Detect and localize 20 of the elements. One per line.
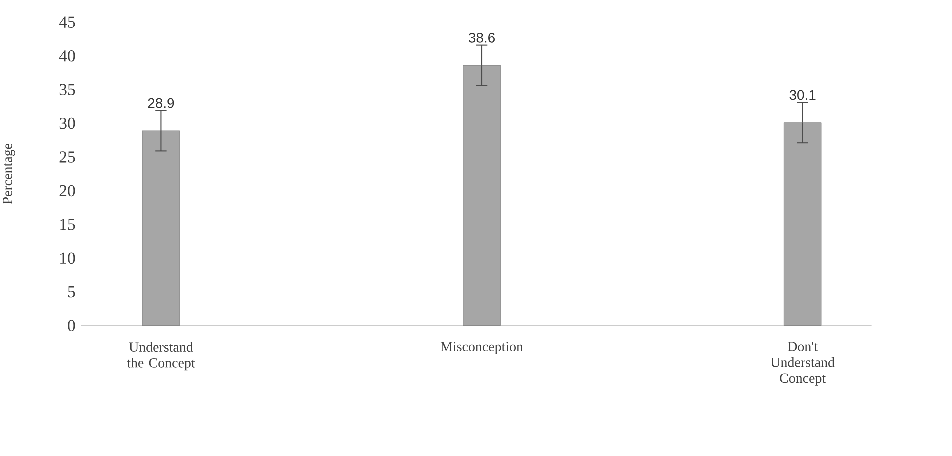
- bar: [784, 122, 822, 326]
- y-tick-label: 40: [59, 50, 76, 62]
- y-tick-label: 35: [60, 84, 76, 96]
- x-tick-label: Don't Understand Concept: [770, 342, 835, 386]
- y-tick-label: 30: [60, 118, 76, 130]
- y-tick-label: 20: [60, 186, 76, 197]
- y-tick-label: 10: [60, 252, 76, 264]
- y-tick-label: 5: [68, 286, 76, 298]
- y-axis-title: Percentage: [3, 144, 16, 204]
- y-tick-label: 0: [68, 320, 76, 332]
- bar: [463, 66, 501, 326]
- data-label: 30.1: [790, 90, 816, 100]
- data-label: 28.9: [148, 98, 174, 108]
- bar: [142, 130, 180, 326]
- x-tick-label: Understand the Concept: [127, 342, 196, 371]
- data-label: 38.6: [468, 33, 495, 44]
- x-tick-label: Misconception: [440, 342, 524, 355]
- y-tick-label: 25: [60, 152, 76, 164]
- y-tick-label: 45: [59, 16, 76, 28]
- y-tick-label: 15: [60, 219, 76, 230]
